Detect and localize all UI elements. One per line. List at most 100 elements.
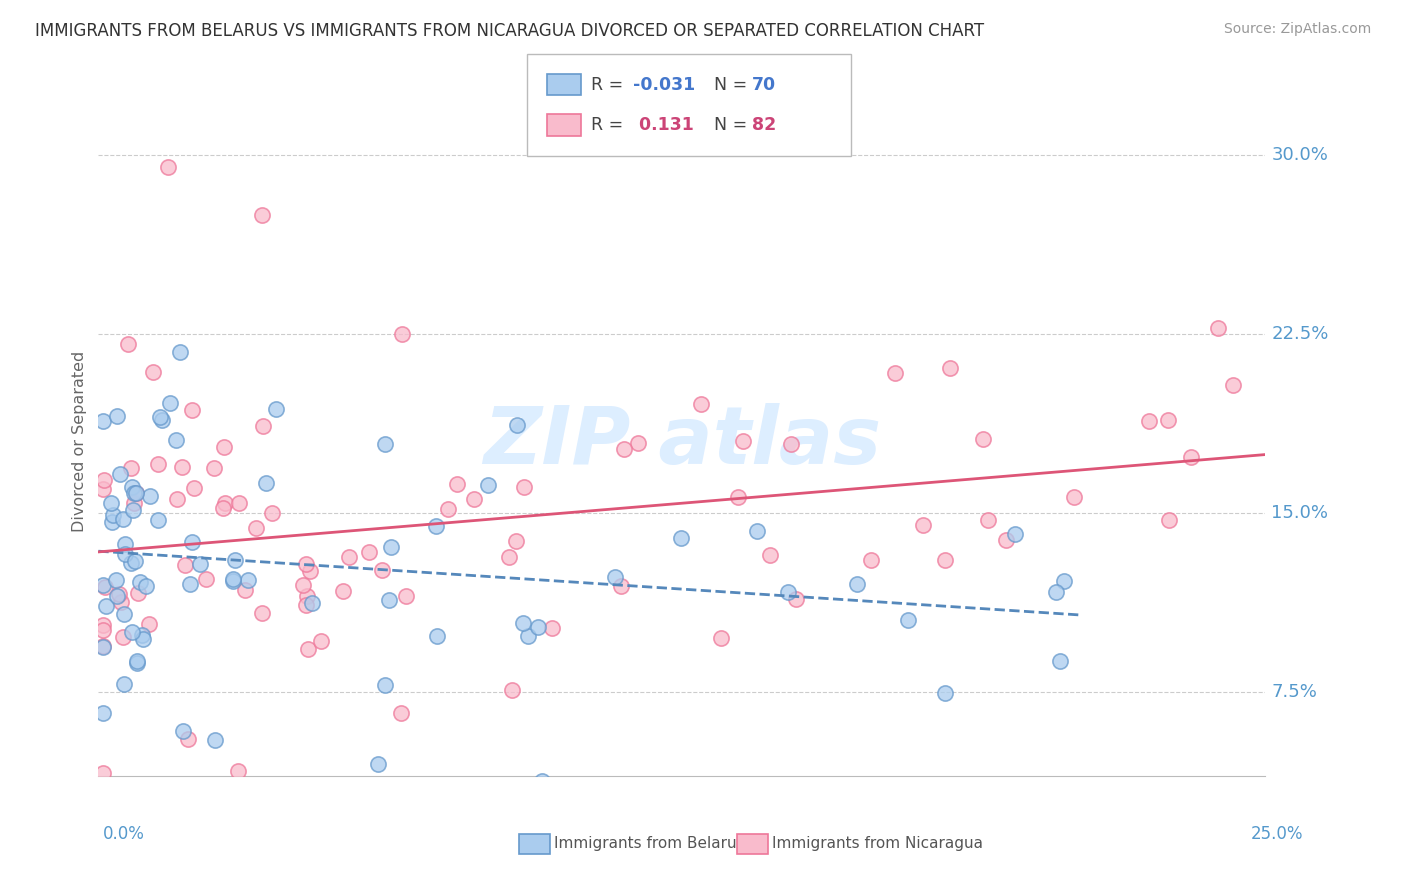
Point	[291, 578, 314, 592]
Point	[170, 460, 193, 475]
Point	[389, 706, 412, 720]
Point	[107, 409, 129, 424]
Point	[157, 160, 180, 174]
Point	[125, 486, 148, 500]
Point	[124, 496, 146, 510]
Point	[391, 326, 413, 341]
Point	[498, 549, 520, 564]
Point	[108, 467, 131, 481]
Point	[165, 433, 187, 447]
Text: R =: R =	[591, 116, 628, 134]
Point	[1063, 490, 1085, 504]
Point	[204, 733, 226, 747]
Point	[212, 500, 235, 515]
Point	[250, 606, 273, 620]
Point	[1053, 574, 1076, 588]
Point	[710, 631, 733, 645]
Point	[994, 533, 1017, 547]
Point	[747, 524, 769, 538]
Point	[181, 535, 204, 549]
Point	[1206, 321, 1229, 335]
Point	[195, 572, 218, 586]
Point	[779, 437, 801, 451]
Point	[627, 435, 650, 450]
Point	[100, 495, 122, 509]
Point	[112, 607, 135, 622]
Point	[179, 577, 201, 591]
Point	[530, 773, 553, 788]
Point	[378, 592, 401, 607]
Text: N =: N =	[703, 76, 752, 94]
Point	[357, 545, 380, 559]
Point	[512, 615, 534, 630]
Point	[371, 563, 394, 577]
Point	[934, 686, 956, 700]
Text: R =: R =	[591, 76, 628, 94]
Text: 7.5%: 7.5%	[1271, 683, 1317, 701]
Point	[91, 414, 114, 428]
Point	[91, 618, 114, 632]
Point	[1180, 450, 1202, 464]
Point	[114, 548, 136, 562]
Point	[1137, 414, 1160, 428]
Point	[91, 482, 114, 496]
Point	[127, 655, 149, 669]
Point	[609, 579, 631, 593]
Text: N =: N =	[703, 116, 752, 134]
Point	[188, 558, 211, 572]
Point	[295, 589, 318, 603]
Point	[394, 590, 416, 604]
Point	[180, 402, 202, 417]
Point	[110, 595, 132, 609]
Point	[139, 489, 162, 503]
Point	[91, 578, 114, 592]
Point	[138, 616, 160, 631]
Point	[374, 678, 396, 692]
Point	[131, 628, 153, 642]
Point	[972, 432, 994, 446]
Point	[149, 410, 172, 425]
Point	[380, 540, 402, 554]
Point	[436, 501, 458, 516]
Point	[124, 554, 146, 568]
Point	[222, 573, 245, 587]
Point	[911, 518, 934, 533]
Point	[101, 515, 124, 529]
Point	[785, 592, 807, 607]
Point	[91, 624, 114, 638]
Text: 25.0%: 25.0%	[1251, 825, 1303, 843]
Point	[104, 573, 127, 587]
Point	[127, 656, 149, 670]
Point	[120, 461, 142, 475]
Text: 30.0%: 30.0%	[1271, 145, 1329, 164]
Point	[1157, 513, 1180, 527]
Point	[222, 574, 245, 588]
Point	[690, 397, 713, 411]
Point	[159, 395, 181, 409]
Text: 22.5%: 22.5%	[1271, 325, 1329, 343]
Point	[934, 553, 956, 567]
Point	[101, 508, 124, 522]
Point	[250, 208, 273, 222]
Point	[513, 480, 536, 494]
Point	[238, 574, 260, 588]
Point	[541, 621, 564, 635]
Point	[506, 417, 529, 432]
Point	[297, 642, 319, 657]
Point	[733, 434, 755, 448]
Point	[669, 531, 692, 545]
Text: -0.031: -0.031	[633, 76, 695, 94]
Point	[129, 574, 152, 589]
Point	[298, 565, 321, 579]
Point	[337, 550, 360, 565]
Point	[603, 570, 626, 584]
Point	[108, 587, 131, 601]
Point	[121, 625, 143, 640]
Point	[125, 486, 148, 500]
Text: 70: 70	[752, 76, 776, 94]
Point	[309, 634, 332, 648]
Point	[367, 757, 389, 772]
Point	[860, 553, 883, 567]
Point	[111, 512, 134, 526]
Point	[121, 503, 143, 517]
